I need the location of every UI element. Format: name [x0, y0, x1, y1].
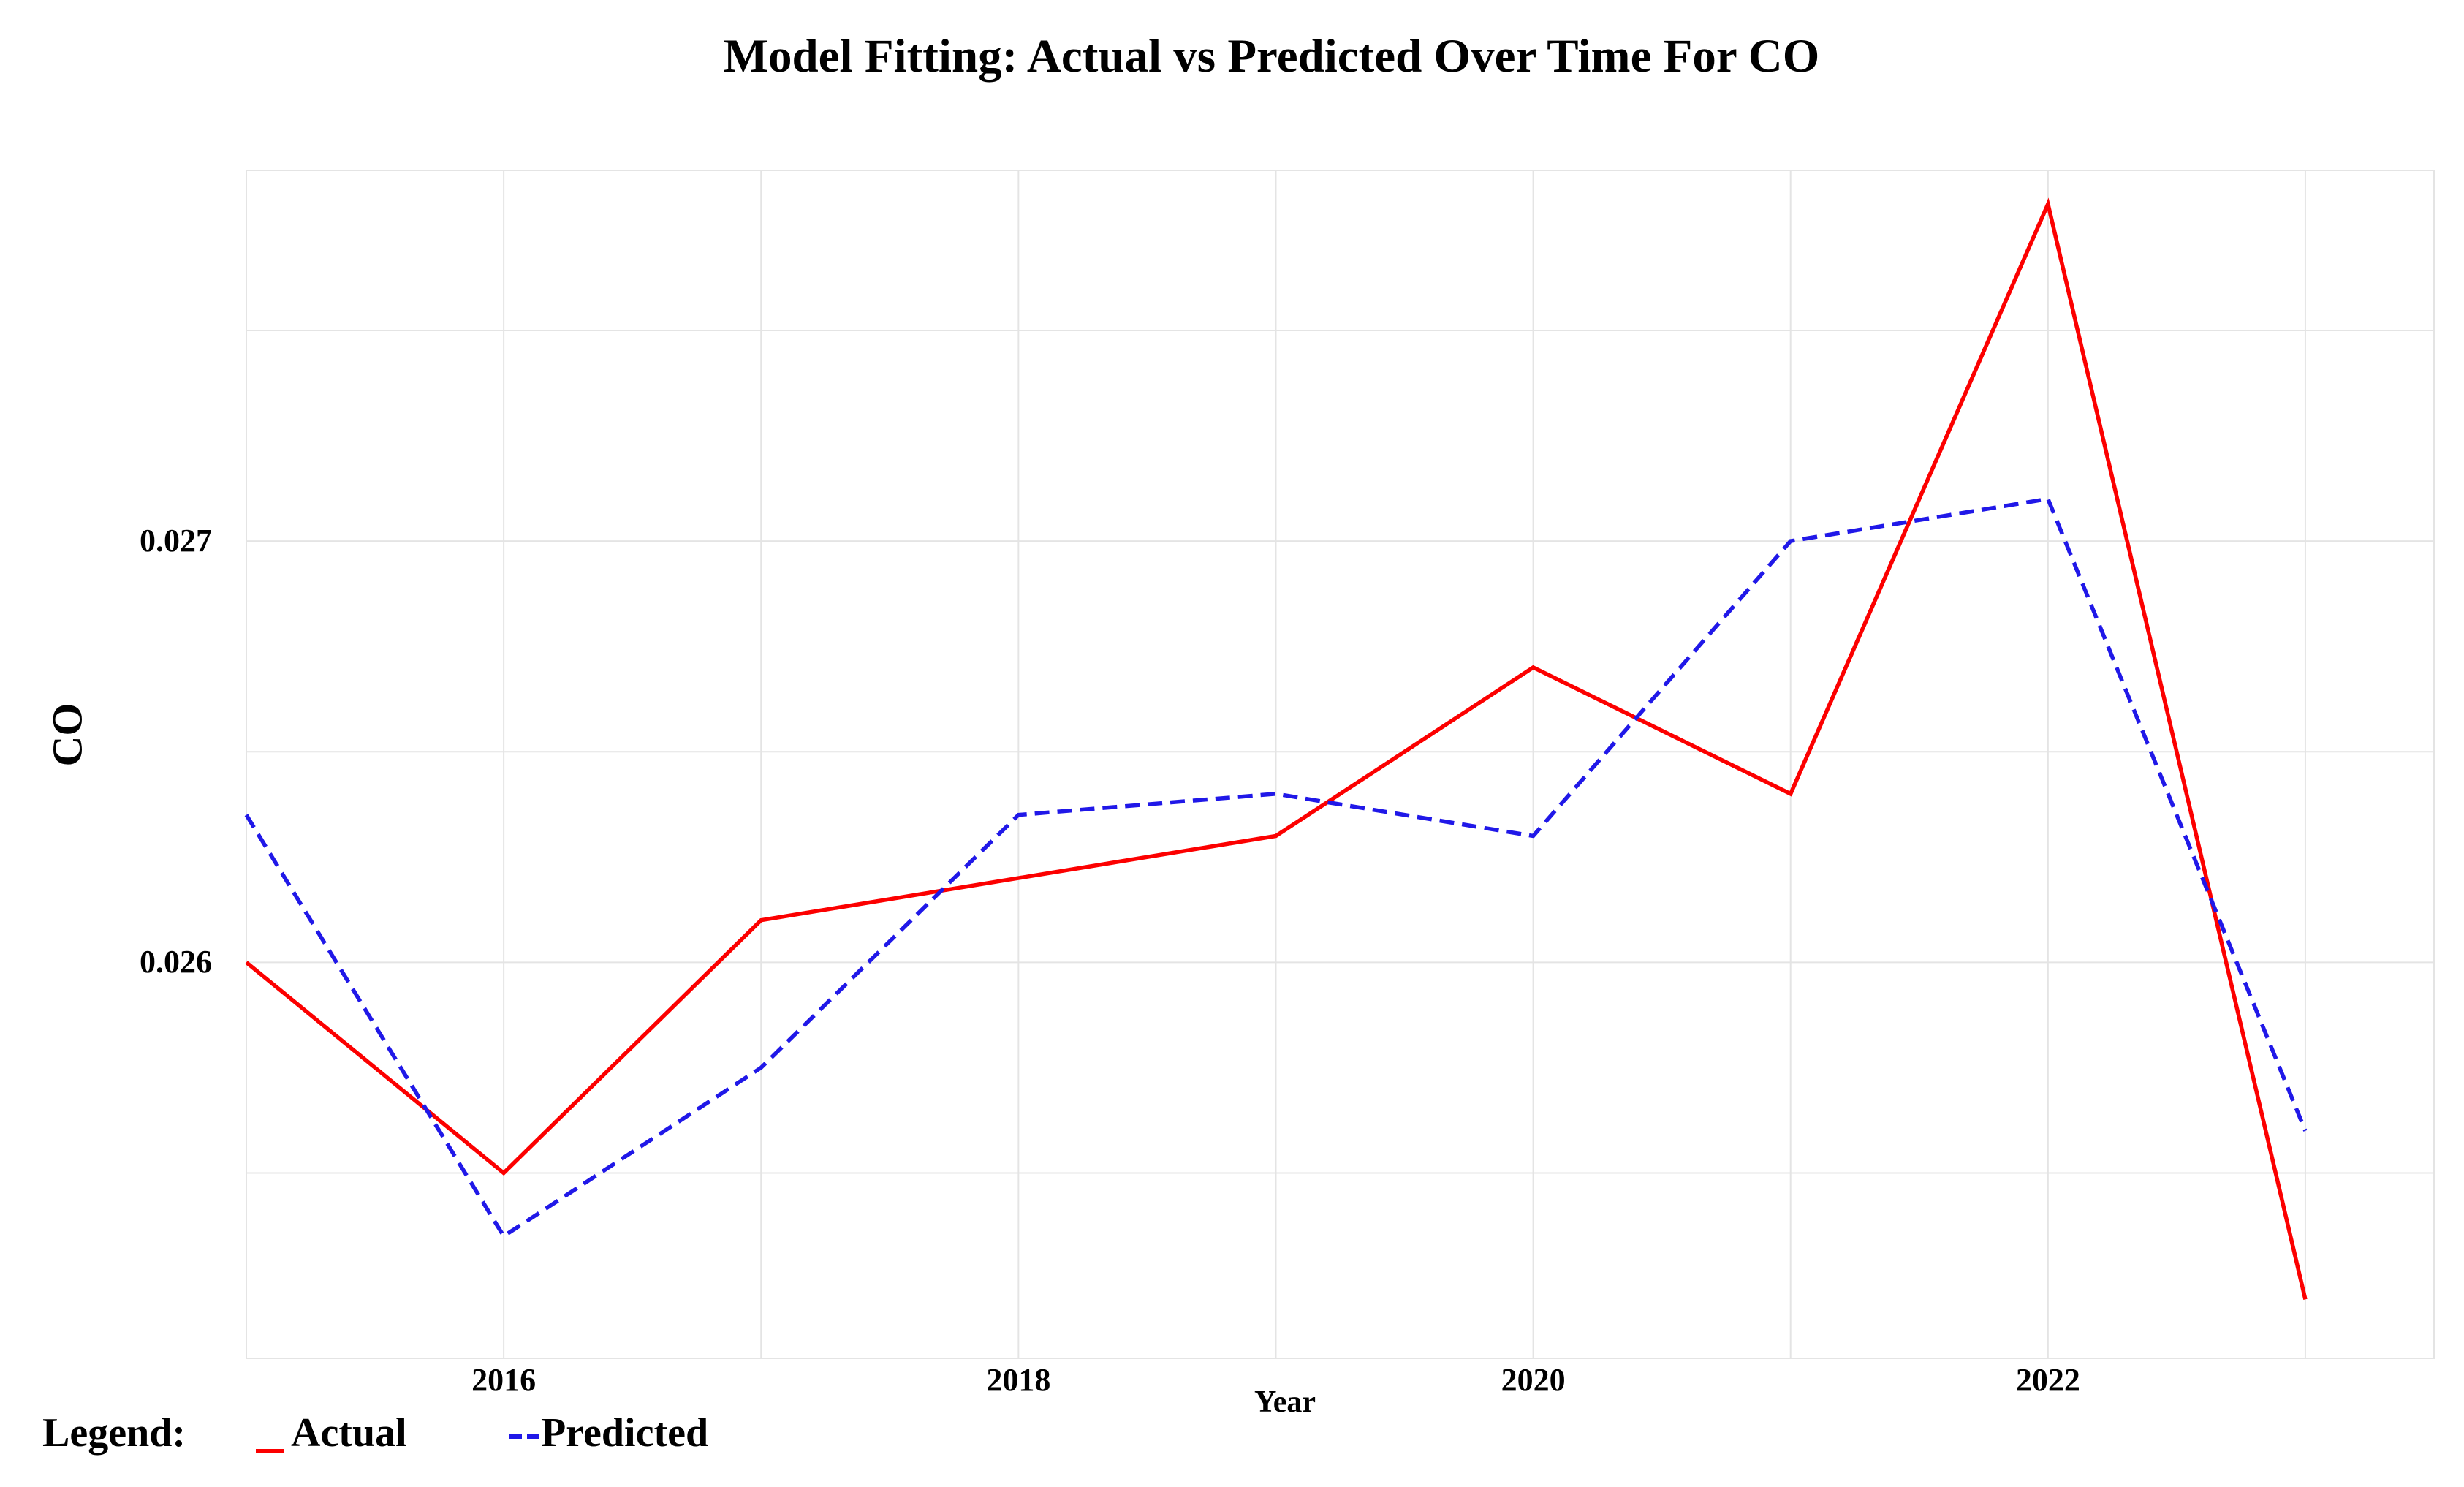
x-tick-label: 2018	[986, 1362, 1051, 1398]
x-tick-label: 2016	[471, 1362, 537, 1398]
predicted-line-sample-icon	[509, 1434, 540, 1439]
x-tick-label: 2020	[1501, 1362, 1566, 1398]
chart-title: Model Fitting: Actual vs Predicted Over …	[723, 30, 1820, 83]
x-axis-title: Year	[1254, 1385, 1316, 1419]
legend-prefix-label: Legend:	[42, 1410, 186, 1456]
legend: Legend: Actual Predicted	[0, 1408, 2464, 1481]
x-tick-label: 2022	[2015, 1362, 2080, 1398]
actual-line	[245, 197, 2308, 1300]
y-axis-title: CO	[43, 703, 91, 767]
actual-line-sample-icon	[256, 1449, 284, 1453]
y-tick-label: 0.027	[140, 523, 212, 559]
y-tick-label: 0.026	[140, 944, 212, 980]
predicted-line	[244, 496, 2308, 1239]
plot-panel-border	[246, 170, 2435, 1359]
legend-predicted-label: Predicted	[541, 1410, 709, 1456]
legend-actual-label: Actual	[291, 1410, 407, 1456]
